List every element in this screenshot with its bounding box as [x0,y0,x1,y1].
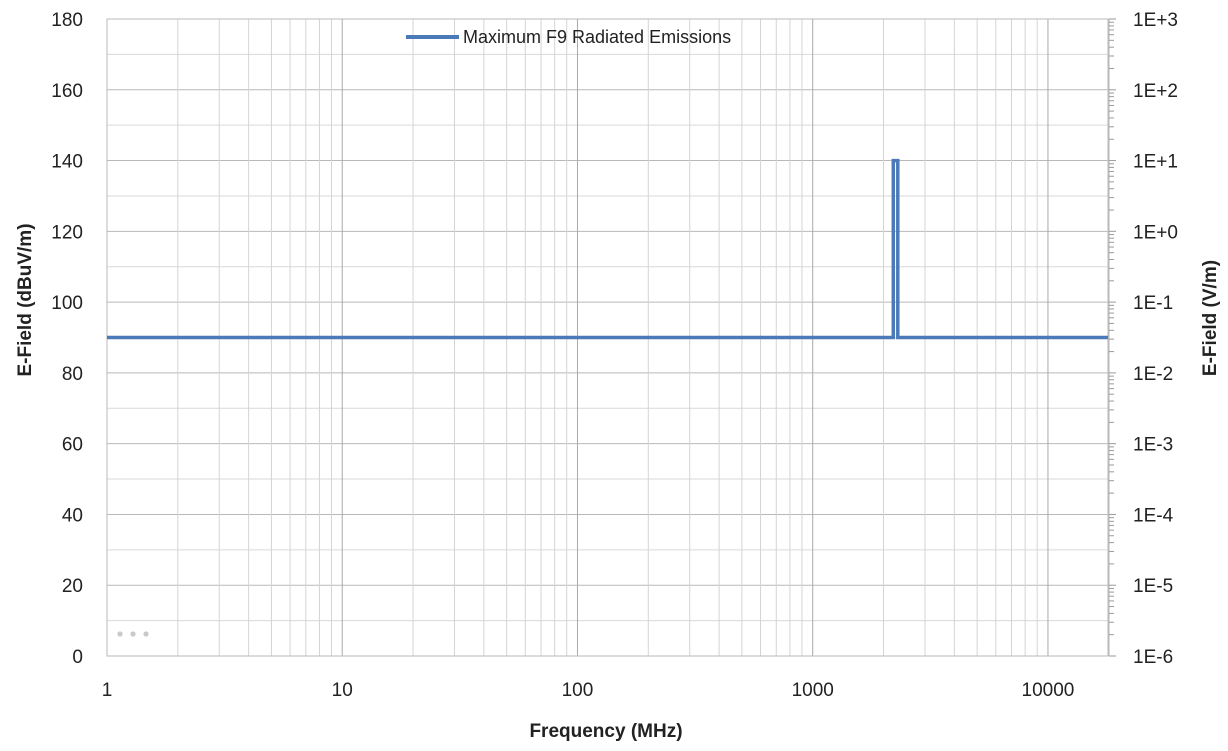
y2-tick-label: 1E-3 [1133,435,1173,456]
y-tick-label: 180 [51,10,83,31]
x-axis-title: Frequency (MHz) [529,721,682,742]
y2-tick-label: 1E-5 [1133,576,1173,597]
y-tick-label: 0 [72,647,83,668]
y2-tick-label: 1E-4 [1133,505,1174,526]
y2-tick-label: 1E+1 [1133,152,1178,173]
y-tick-label: 20 [62,576,83,597]
y-tick-label: 160 [51,81,83,102]
y-tick-label: 60 [62,435,83,456]
series-line [107,158,1108,340]
y-axis-title: E-Field (dBuV/m) [15,223,36,376]
series-layer [107,158,1108,340]
y-tick-labels: 0 20 40 60 80 100 120 140 160 180 [51,10,83,668]
y2-tick-labels: 1E-6 1E-5 1E-4 1E-3 1E-2 1E-1 1E+0 1E+1 1E+2 1E+3 [1133,10,1178,668]
x-tick-label: 1 [102,680,113,701]
x-tick-label: 100 [562,680,594,701]
y-tick-label: 40 [62,505,83,526]
y2-tick-label: 1E+2 [1133,81,1178,102]
x-tick-label: 10 [332,680,353,701]
x-tick-labels: 1 10 100 1000 10000 [102,680,1075,701]
y-tick-label: 140 [51,152,83,173]
right-axis-ticks [1108,18,1116,657]
x-tick-label: 10000 [1022,680,1075,701]
y2-tick-label: 1E+0 [1133,222,1178,243]
legend-label: Maximum F9 Radiated Emissions [463,27,731,47]
y-tick-label: 120 [51,222,83,243]
y2-axis-title: E-Field (V/m) [1200,260,1221,376]
x-tick-label: 1000 [792,680,834,701]
y2-tick-label: 1E-6 [1133,647,1173,668]
dots-indicator [117,631,149,637]
legend: Maximum F9 Radiated Emissions [406,27,731,47]
y2-tick-label: 1E-1 [1133,293,1173,314]
y-tick-label: 80 [62,364,83,385]
y2-tick-label: 1E+3 [1133,10,1178,31]
y-tick-label: 100 [51,293,83,314]
y2-tick-label: 1E-2 [1133,364,1173,385]
grid [106,18,1108,657]
